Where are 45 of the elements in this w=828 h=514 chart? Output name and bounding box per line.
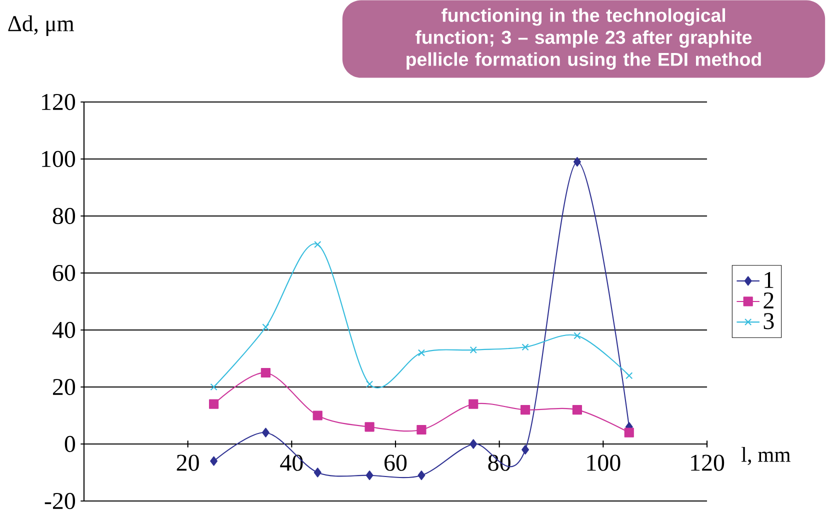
point: [520, 404, 530, 415]
point: [210, 383, 218, 391]
point: [260, 368, 271, 378]
y-tick-label: -20: [44, 492, 76, 510]
point: [572, 404, 582, 415]
point: [262, 324, 270, 331]
y-axis-title: Δd, μm: [8, 15, 74, 36]
x-tick-label: 100: [587, 454, 620, 471]
point: [522, 344, 529, 351]
x-tick-label: 40: [280, 454, 303, 471]
point: [418, 470, 426, 480]
point: [262, 428, 270, 438]
x-tick-label: 60: [384, 454, 407, 471]
point: [573, 157, 581, 167]
point: [312, 410, 322, 420]
point: [468, 399, 478, 409]
point: [208, 399, 219, 409]
y-tick-label: 60: [52, 264, 76, 282]
x-tick-label: 120: [691, 454, 724, 471]
x-tick-label: 20: [176, 454, 199, 471]
point: [314, 468, 322, 478]
text: functioning in the technological function; 3 – sample 23 after graphite pellicle formation using the EDI method: [406, 8, 761, 70]
point: [522, 444, 530, 454]
point: [366, 380, 374, 388]
point: [364, 422, 374, 432]
point: [574, 332, 581, 340]
point: [470, 439, 478, 449]
point: [416, 424, 426, 435]
legend-label: 1: [764, 272, 774, 288]
y-tick-label: 0: [64, 436, 76, 452]
point: [470, 346, 477, 354]
legend-label: 3: [764, 313, 774, 330]
point: [314, 240, 322, 248]
y-tick-label: 100: [42, 150, 76, 168]
y-tick-label: 120: [42, 94, 76, 110]
y-tick-label: 20: [53, 378, 76, 396]
point: [624, 428, 634, 438]
y-tick-label: 80: [52, 208, 76, 224]
y-tick-label: 40: [52, 322, 76, 338]
point: [626, 372, 633, 380]
point: [418, 349, 426, 356]
x-axis-title: l, mm: [741, 446, 790, 466]
point: [210, 456, 218, 466]
point: [366, 470, 374, 480]
legend-label: 2: [764, 292, 774, 308]
